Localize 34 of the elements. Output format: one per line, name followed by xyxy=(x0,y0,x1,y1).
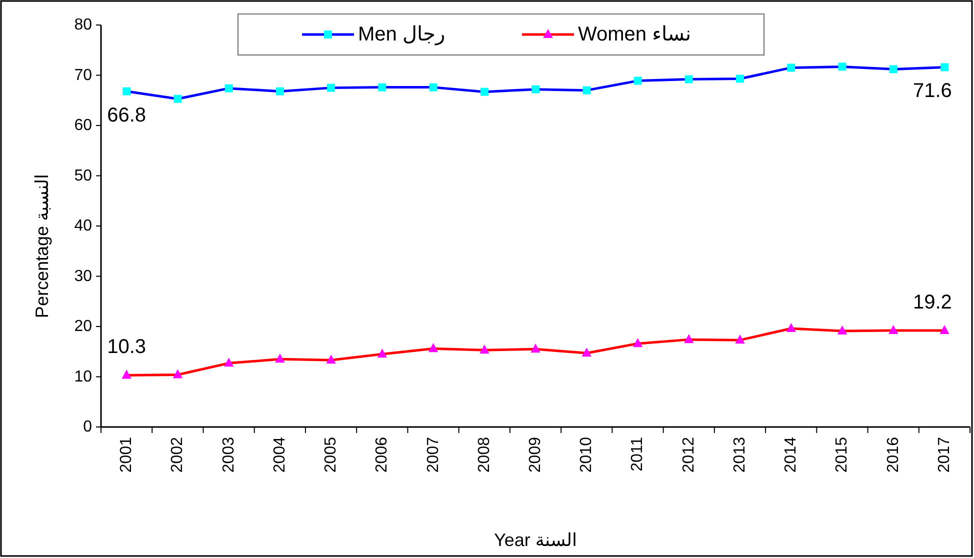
data-label: 66.8 xyxy=(107,104,146,126)
x-tick-label: 2013 xyxy=(731,436,748,473)
y-tick-label: 60 xyxy=(74,117,92,134)
data-label: 19.2 xyxy=(912,292,952,314)
y-tick-label: 40 xyxy=(74,218,92,234)
x-tick-label: 2004 xyxy=(271,436,288,473)
x-tick-label: 2009 xyxy=(527,436,544,473)
y-tick-label: 10 xyxy=(74,368,92,386)
y-tick-label: 30 xyxy=(74,268,92,285)
x-tick-label: 2014 xyxy=(782,436,800,473)
x-tick-label: 2016 xyxy=(884,436,902,473)
x-tick-label: 2017 xyxy=(936,436,953,473)
y-tick-label: 80 xyxy=(74,16,92,34)
x-tick-label: 2010 xyxy=(578,436,596,473)
x-tick-label: 2015 xyxy=(834,436,851,473)
x-tick-label: 2005 xyxy=(322,436,340,473)
x-tick-label: 2002 xyxy=(169,436,186,473)
y-axis-title: Percentage النسبة xyxy=(32,174,52,318)
x-tick-label: 2012 xyxy=(680,436,698,473)
y-tick-label: 50 xyxy=(74,167,92,184)
x-tick-label: 2008 xyxy=(476,436,493,473)
y-tick-label: 20 xyxy=(74,318,92,335)
x-tick-label: 2007 xyxy=(424,436,442,473)
x-tick-label: 2001 xyxy=(118,436,136,473)
legend-label: Men رجال xyxy=(358,24,446,46)
y-tick-label: 0 xyxy=(83,418,92,436)
x-tick-label: 2003 xyxy=(220,436,238,473)
y-tick-label: 70 xyxy=(74,66,92,84)
data-label: 71.6 xyxy=(912,80,952,102)
x-axis-title: Year السنة xyxy=(494,530,577,550)
x-tick-label: 2011 xyxy=(629,436,646,472)
legend-label: Women نساء xyxy=(578,24,692,46)
x-tick-label: 2006 xyxy=(374,436,391,473)
data-label: 10.3 xyxy=(107,336,146,358)
